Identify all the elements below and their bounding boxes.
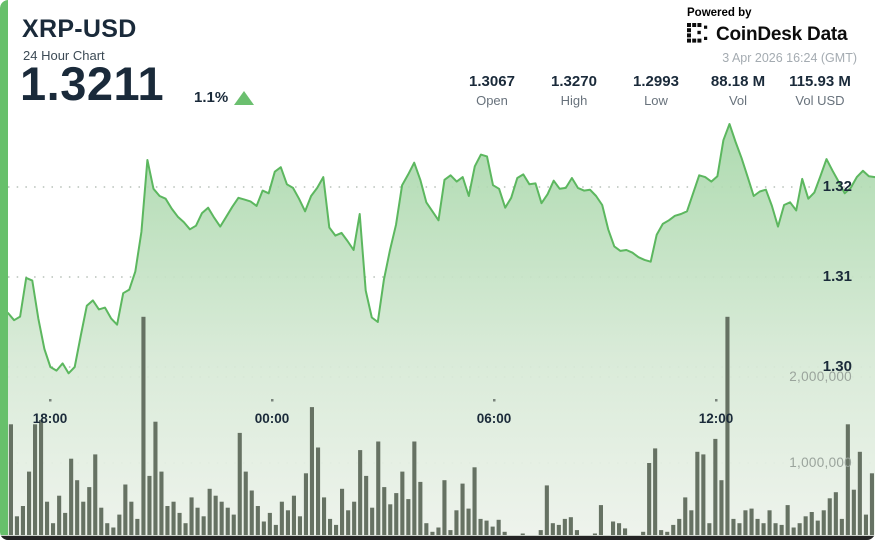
stat-volume-usd: 115.93 M Vol USD <box>779 73 861 108</box>
current-price: 1.3211 <box>20 57 165 110</box>
stat-open-value: 1.3067 <box>469 73 515 90</box>
stat-low: 1.2993 Low <box>615 73 697 108</box>
change-percent: 1.1% <box>194 89 229 106</box>
up-triangle-icon <box>234 91 254 105</box>
symbol-title: XRP-USD <box>22 15 137 43</box>
left-accent-bar <box>0 0 8 540</box>
stat-volume: 88.18 M Vol <box>697 73 779 108</box>
stat-open-label: Open <box>476 93 508 108</box>
brand-suffix: Data <box>807 24 848 45</box>
powered-by-block: Powered by CoinDesk Data <box>687 7 857 65</box>
bottom-edge <box>0 536 875 540</box>
stat-high: 1.3270 High <box>533 73 615 108</box>
coindesk-brand[interactable]: CoinDesk Data <box>687 23 857 47</box>
stat-low-label: Low <box>644 93 668 108</box>
chart-timestamp: 3 Apr 2026 16:24 (GMT) <box>722 51 857 65</box>
brand-name: CoinDesk <box>716 24 803 45</box>
stat-volume-usd-label: Vol USD <box>795 93 845 108</box>
stat-volume-value: 88.18 M <box>710 73 766 90</box>
stats-row: 1.3067 Open 1.3270 High 1.2993 Low 88.18… <box>451 73 861 108</box>
stat-volume-label: Vol <box>728 93 748 108</box>
stat-high-value: 1.3270 <box>551 73 597 90</box>
stat-high-label: High <box>560 93 588 108</box>
stat-open: 1.3067 Open <box>451 73 533 108</box>
stat-low-value: 1.2993 <box>633 73 679 90</box>
powered-by-text: Powered by <box>687 7 752 19</box>
coindesk-logo-icon <box>687 23 708 43</box>
chart-subtitle: 24 Hour Chart <box>23 48 105 63</box>
stat-volume-usd-value: 115.93 M <box>789 73 851 90</box>
